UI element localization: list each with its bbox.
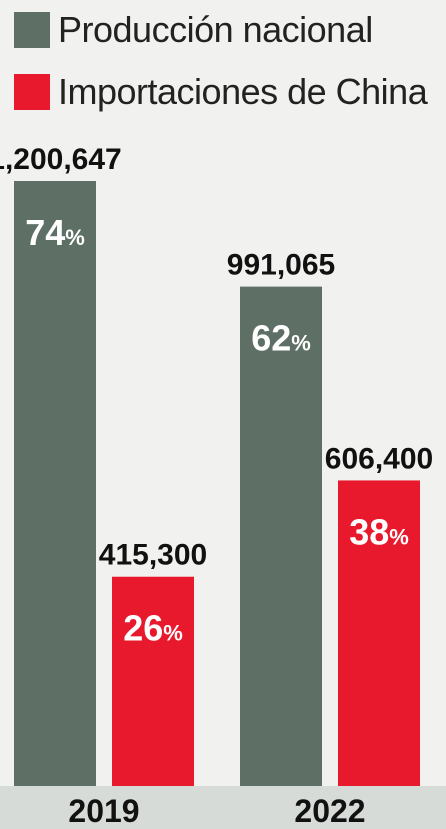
- value-label-national-2022: 991,065: [227, 249, 335, 282]
- legend-item-national: Producción nacional: [14, 9, 427, 50]
- legend-label-china: Importaciones de China: [58, 71, 428, 112]
- value-label-national-2019: 1,200,647: [0, 143, 122, 176]
- bar-china-2022: [338, 480, 420, 786]
- legend: Producción nacional Importaciones de Chi…: [14, 9, 428, 134]
- legend-swatch-national: [14, 12, 50, 48]
- value-label-china-2022: 606,400: [325, 442, 433, 475]
- axis-band: [0, 786, 446, 829]
- legend-item-china: Importaciones de China: [14, 71, 428, 112]
- x-tick-2022: 2022: [294, 793, 365, 829]
- percent-label-national-2022: 62%: [251, 318, 311, 359]
- percent-label-national-2019: 74%: [25, 212, 85, 253]
- bar-national-2019: [14, 181, 96, 786]
- percent-label-china-2022: 38%: [349, 511, 409, 552]
- percent-label-china-2019: 26%: [123, 608, 183, 649]
- bar-china-2019: [112, 576, 194, 786]
- value-label-china-2019: 415,300: [99, 539, 207, 572]
- bar-national-2022: [240, 286, 322, 786]
- legend-label-national: Producción nacional: [58, 9, 373, 50]
- x-tick-2019: 2019: [68, 793, 139, 829]
- legend-swatch-china: [14, 74, 50, 110]
